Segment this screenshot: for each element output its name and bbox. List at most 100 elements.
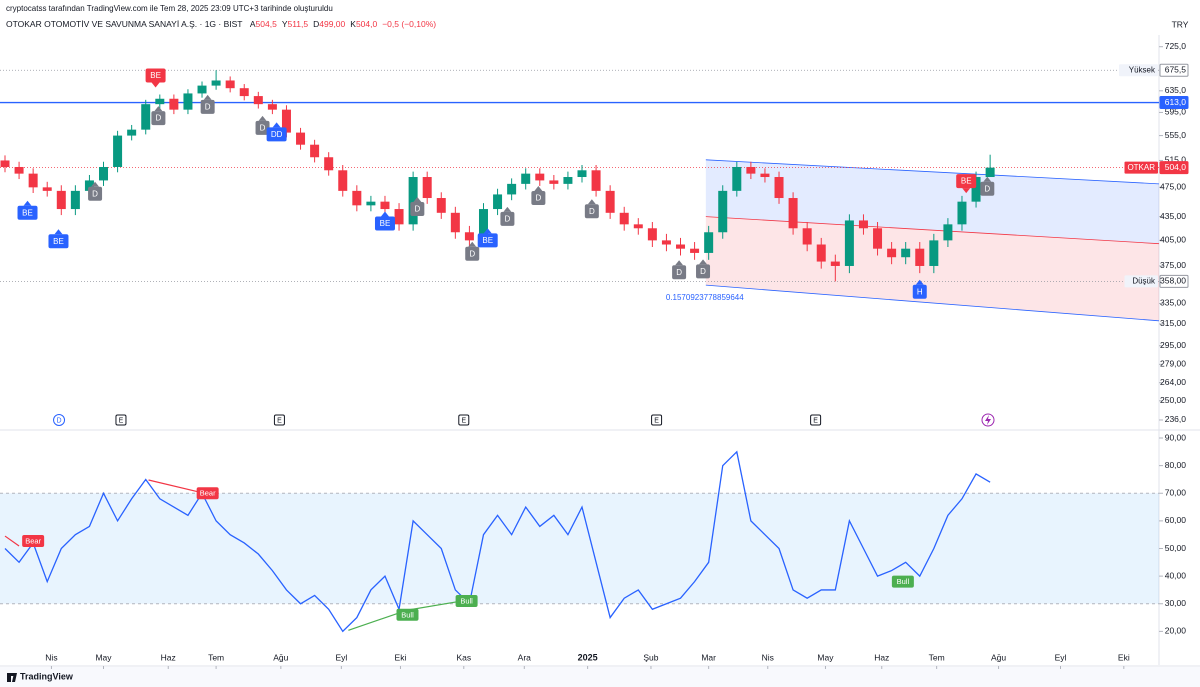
- signal-arrow: [258, 115, 267, 121]
- event-icon: [458, 414, 470, 426]
- signal-marker: BE: [17, 200, 38, 220]
- signal-box: [374, 216, 395, 231]
- divergence-line: [4, 535, 20, 547]
- footer-bar: [0, 667, 1200, 687]
- candle-body: [718, 190, 728, 233]
- candle-body: [774, 177, 784, 199]
- divergence-box: [891, 575, 914, 588]
- signal-box: [145, 68, 166, 83]
- y-tick-label: 264,00: [1160, 377, 1186, 387]
- x-tick-label: May: [817, 652, 834, 662]
- candle-body: [14, 166, 24, 174]
- y-tick-label: 375,00: [1160, 260, 1186, 270]
- brand: TradingView: [20, 671, 74, 681]
- signal-marker: D: [410, 197, 425, 217]
- x-tick-label: Eki: [395, 652, 407, 662]
- ohlc-key: Y: [282, 19, 288, 29]
- candle-body: [478, 209, 488, 241]
- symbol: OTOKAR OTOMOTİV VE SAVUNMA SANAYİ A.Ş. ·…: [6, 19, 242, 29]
- candle-body: [661, 240, 671, 245]
- level-label: 358,00: [1160, 276, 1186, 286]
- x-tick-label: Tem: [208, 652, 224, 662]
- signal-marker: D: [584, 199, 599, 219]
- candle-body: [802, 228, 812, 245]
- y-tick-label: 475,00: [1160, 182, 1186, 192]
- divergence-label: Bull: [460, 596, 473, 605]
- y-tick-label: 435,00: [1160, 211, 1186, 221]
- y-tick-label: 80,00: [1165, 460, 1187, 470]
- candle-body: [788, 198, 798, 229]
- rsi-band: [0, 493, 1159, 604]
- signal-marker: BE: [956, 174, 977, 194]
- signal-marker: BE: [145, 68, 166, 88]
- divergence-box: [196, 487, 219, 500]
- signal-label: D: [589, 207, 595, 216]
- candle-body: [394, 209, 404, 225]
- y-tick-label: 595,0: [1165, 107, 1187, 117]
- signal-arrow: [54, 229, 63, 235]
- candle-body: [352, 190, 362, 206]
- candle-body: [873, 228, 883, 249]
- signal-box: [500, 211, 515, 226]
- signal-label: BE: [961, 177, 972, 186]
- level-name: Yüksek: [1129, 65, 1156, 74]
- x-tick-label: Ağu: [273, 652, 288, 662]
- x-tick-label: Eki: [1118, 652, 1130, 662]
- event-label: E: [277, 417, 282, 424]
- candle-body: [577, 170, 587, 178]
- signal-box: [980, 181, 995, 196]
- event-icon: [53, 414, 66, 426]
- signal-arrow: [468, 241, 477, 247]
- signal-label: D: [414, 205, 420, 214]
- y-tick-label: 635,0: [1165, 85, 1187, 95]
- event-label: D: [57, 417, 62, 424]
- signal-label: BE: [53, 237, 64, 246]
- signal-label: D: [92, 189, 98, 198]
- candle-body: [155, 98, 165, 105]
- candle-body: [56, 190, 66, 210]
- signal-label: BE: [150, 71, 161, 80]
- candle-body: [760, 173, 770, 178]
- candle-body: [239, 88, 249, 97]
- signal-box: [151, 111, 166, 126]
- candle-body: [535, 173, 545, 181]
- signal-marker: BE: [477, 228, 498, 248]
- signal-box: [255, 120, 270, 135]
- signal-marker: D: [255, 115, 270, 135]
- x-tick-label: Ara: [518, 652, 532, 662]
- x-tick-label: 2025: [578, 652, 598, 662]
- candle-body: [296, 132, 306, 145]
- x-tick-label: Eyl: [1055, 652, 1067, 662]
- signal-label: D: [469, 249, 475, 258]
- divergence-label: Bear: [200, 489, 216, 498]
- event-icon: [273, 414, 285, 426]
- candle-body: [113, 135, 123, 167]
- signal-marker: D: [88, 181, 103, 201]
- candle-body: [816, 244, 826, 262]
- signal-marker: BE: [48, 229, 69, 249]
- y-tick-label: 515,0: [1165, 155, 1187, 165]
- x-tick-label: Tem: [929, 652, 945, 662]
- signal-label: D: [676, 268, 682, 277]
- y-tick-label: 236,0: [1165, 414, 1187, 424]
- signal-box: [696, 264, 711, 279]
- y-tick-label: 405,00: [1160, 235, 1186, 245]
- ohlc-value: 504,0: [356, 19, 378, 29]
- candle-body: [267, 104, 277, 110]
- logo: [7, 673, 17, 682]
- candle-body: [943, 224, 953, 241]
- x-tick-label: Haz: [874, 652, 889, 662]
- signal-arrow: [23, 200, 32, 206]
- event-label: E: [813, 417, 818, 424]
- signal-marker: D: [531, 186, 546, 206]
- event-icon: [810, 414, 822, 426]
- y-tick-label: 295,00: [1160, 340, 1186, 350]
- y-tick-label: 70,00: [1165, 488, 1187, 498]
- signal-arrow: [203, 94, 212, 100]
- y-tick-label: 30,00: [1165, 598, 1187, 608]
- candle-body: [28, 173, 38, 188]
- channel-label: 0.1570923778859644: [666, 293, 744, 302]
- currency: TRY: [1172, 19, 1189, 29]
- candle-body: [493, 194, 503, 210]
